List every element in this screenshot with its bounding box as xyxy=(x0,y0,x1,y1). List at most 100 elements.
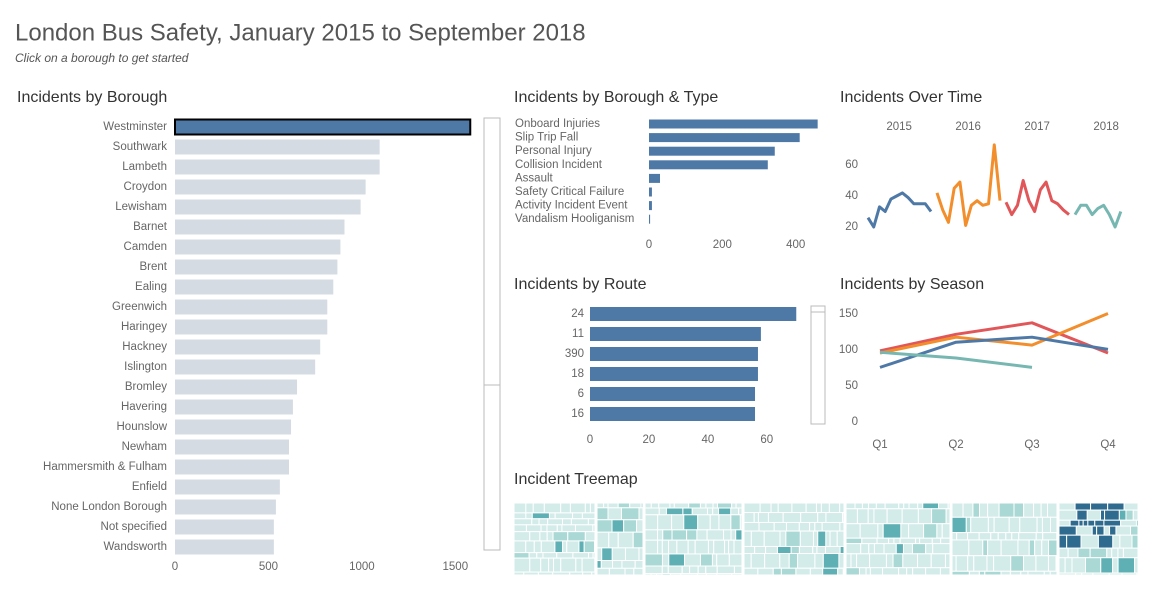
treemap-cell xyxy=(668,539,678,555)
treemap-cell xyxy=(629,502,642,509)
treemap-cell xyxy=(1041,516,1051,534)
treemap-cell xyxy=(724,539,730,555)
x-tick-label: Q1 xyxy=(872,439,887,451)
treemap-cell xyxy=(805,502,817,514)
treemap-cell xyxy=(671,514,685,531)
treemap-cell xyxy=(1122,547,1139,559)
treemap-cell xyxy=(547,518,564,526)
bar xyxy=(175,399,293,415)
chart-title: Incidents by Borough & Type xyxy=(514,89,718,106)
line xyxy=(879,321,1109,355)
bar xyxy=(649,187,652,197)
treemap-cell xyxy=(750,553,766,569)
treemap-cell xyxy=(676,539,689,555)
treemap-cell xyxy=(632,531,644,549)
treemap-cell xyxy=(733,565,743,575)
treemap-cell xyxy=(575,557,583,573)
treemap-cell xyxy=(537,571,554,576)
bar xyxy=(175,419,292,435)
treemap-cell xyxy=(821,521,841,532)
treemap-cell xyxy=(951,570,970,576)
bar xyxy=(175,159,380,175)
bar xyxy=(649,133,800,143)
treemap-cell xyxy=(716,573,733,576)
treemap-cell xyxy=(1080,534,1099,549)
bar xyxy=(649,119,818,129)
line xyxy=(1073,203,1123,229)
y-tick-label: 18 xyxy=(571,368,584,380)
treemap-cell xyxy=(548,512,556,520)
treemap-cell xyxy=(531,512,550,520)
treemap-cell xyxy=(936,523,943,539)
treemap-cell xyxy=(1042,532,1058,541)
treemap-cell xyxy=(1134,557,1139,574)
treemap-cell xyxy=(608,567,626,576)
treemap-cell xyxy=(644,529,659,541)
x-tick-label: 1500 xyxy=(443,561,469,573)
scrollbar[interactable] xyxy=(483,117,501,551)
treemap-cell xyxy=(1084,557,1102,574)
treemap-cell xyxy=(705,502,714,509)
treemap-cell xyxy=(1120,519,1137,527)
treemap-cell xyxy=(902,543,913,555)
treemap-cell xyxy=(713,539,726,555)
treemap-cell xyxy=(560,557,577,573)
treemap-cell xyxy=(785,530,801,547)
treemap-cell xyxy=(644,565,663,575)
treemap-cell xyxy=(947,502,951,510)
scrollbar[interactable] xyxy=(810,305,826,425)
treemap-cell xyxy=(1055,555,1058,572)
x-tick-label: Q2 xyxy=(948,439,963,451)
treemap-cell xyxy=(1027,570,1045,576)
treemap-cell xyxy=(837,567,844,576)
treemap-cell xyxy=(967,532,980,541)
y-tick-label: 150 xyxy=(839,308,858,320)
treemap-cell xyxy=(513,571,525,576)
treemap-cell xyxy=(1066,534,1082,549)
y-tick-label: Vandalism Hooliganism xyxy=(515,213,634,225)
treemap-cell xyxy=(1096,525,1105,536)
treemap-cell xyxy=(1103,519,1122,527)
chart-title: Incidents Over Time xyxy=(840,89,982,106)
treemap-cell xyxy=(525,540,535,554)
treemap-cell xyxy=(955,555,969,572)
treemap-cell xyxy=(1058,534,1068,549)
treemap-cell xyxy=(791,502,807,514)
treemap-cell xyxy=(931,537,942,545)
y-tick-label: Southwark xyxy=(113,141,168,153)
treemap-cell xyxy=(644,507,660,516)
treemap-cell xyxy=(1010,555,1025,572)
chart-title: Incidents by Route xyxy=(514,276,647,293)
treemap-cell xyxy=(839,502,845,514)
treemap-cell xyxy=(633,567,644,576)
treemap-cell xyxy=(1111,547,1119,559)
treemap-cell xyxy=(705,565,718,575)
treemap-cell xyxy=(951,532,958,541)
y-tick-label: Lewisham xyxy=(115,201,167,213)
treemap-cell xyxy=(1011,532,1020,541)
treemap-cell xyxy=(680,573,698,576)
treemap-cell xyxy=(743,502,761,514)
bar xyxy=(649,201,652,211)
treemap-cell xyxy=(533,540,542,554)
treemap-cell xyxy=(809,521,816,532)
treemap-cell xyxy=(759,502,772,514)
treemap-cell xyxy=(570,518,589,526)
treemap-cell xyxy=(1135,519,1139,527)
treemap-cell xyxy=(925,543,934,555)
treemap-cell xyxy=(668,553,686,567)
treemap-cell xyxy=(839,521,845,532)
treemap-cell xyxy=(982,539,989,557)
treemap-cell xyxy=(911,543,927,555)
treemap-cell xyxy=(686,529,698,541)
treemap-cell xyxy=(644,514,659,531)
x-tick-label: 0 xyxy=(172,561,178,573)
bar xyxy=(590,407,756,421)
treemap-cell xyxy=(644,502,652,509)
treemap-cell xyxy=(1109,525,1117,536)
treemap-cell xyxy=(716,502,733,509)
treemap-cell xyxy=(621,560,636,569)
treemap-cell xyxy=(812,530,819,547)
chart-title: Incidents by Borough xyxy=(17,89,167,106)
treemap-cell xyxy=(743,521,760,532)
